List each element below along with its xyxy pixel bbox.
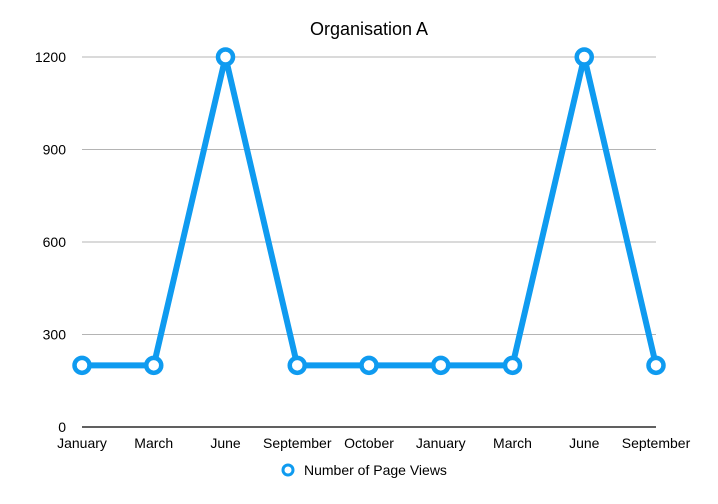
data-point[interactable] <box>431 355 451 376</box>
series-line <box>82 56 659 369</box>
y-tick-label: 900 <box>43 142 67 158</box>
legend-label: Number of Page Views <box>304 462 447 478</box>
y-tick-label: 1200 <box>35 49 66 65</box>
y-axis-ticks: 0 300 600 900 1200 <box>35 49 66 435</box>
data-point[interactable] <box>287 355 307 376</box>
data-point[interactable] <box>215 47 236 67</box>
x-tick-label: June <box>569 435 600 451</box>
data-point[interactable] <box>502 355 523 376</box>
legend-marker-icon <box>281 463 295 477</box>
legend[interactable]: Number of Page Views <box>281 462 447 478</box>
x-tick-label: September <box>263 435 332 451</box>
x-tick-label: January <box>416 435 466 451</box>
data-point[interactable] <box>646 355 666 376</box>
x-tick-label: September <box>622 435 691 451</box>
x-tick-label: October <box>344 435 394 451</box>
y-tick-label: 0 <box>58 419 66 435</box>
data-point[interactable] <box>144 355 164 376</box>
y-tick-label: 600 <box>43 234 67 250</box>
x-tick-label: March <box>134 435 173 451</box>
data-point[interactable] <box>359 355 379 376</box>
data-point[interactable] <box>574 47 594 67</box>
x-tick-label: June <box>210 435 241 451</box>
data-point[interactable] <box>72 355 92 376</box>
x-axis-ticks: January March June September October January M… <box>57 435 690 451</box>
y-tick-label: 300 <box>43 327 67 343</box>
chart-title: Organisation A <box>310 19 428 39</box>
x-tick-label: March <box>493 435 532 451</box>
series-group <box>72 47 666 376</box>
x-tick-label: January <box>57 435 107 451</box>
